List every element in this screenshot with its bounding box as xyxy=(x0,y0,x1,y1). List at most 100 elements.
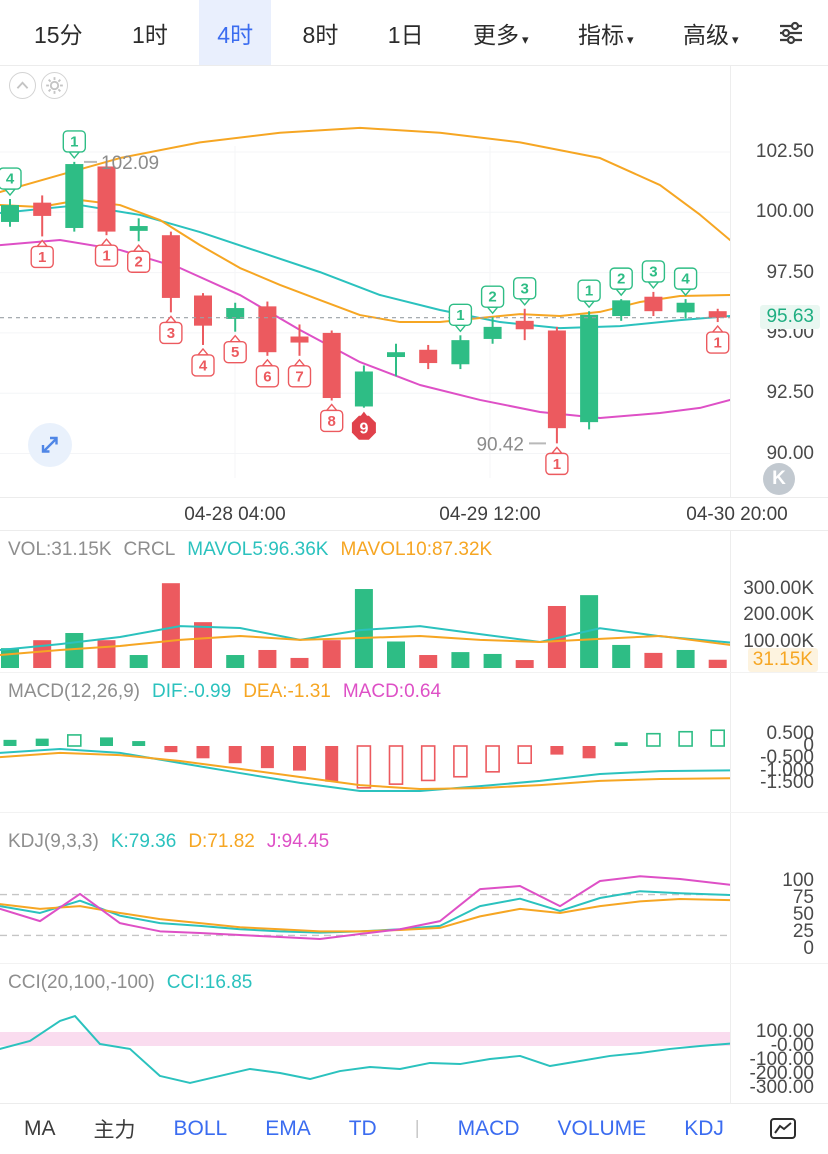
candle-body xyxy=(547,330,566,429)
axis-label: 0 xyxy=(803,735,814,756)
macd-header: MACD(12,26,9) DIF:-0.99 DEA:-1.31 MACD:0… xyxy=(8,681,441,703)
td-count: 6 xyxy=(263,368,271,385)
indicator-main-force[interactable]: 主力 xyxy=(93,1119,136,1142)
td-count: 1 xyxy=(38,249,46,266)
macd-axis: 0.500 0 -0.500 -1.000 -1.500 xyxy=(730,673,828,812)
volume-chart[interactable] xyxy=(0,531,730,672)
volume-bar xyxy=(129,655,148,668)
kdj-header: KDJ(9,3,3) K:79.36 D:71.82 J:94.45 xyxy=(8,831,329,853)
td-pointer xyxy=(164,315,178,324)
macd-bar xyxy=(485,745,500,773)
j-label: J:94.45 xyxy=(266,831,330,852)
indicator-macd[interactable]: MACD xyxy=(457,1117,520,1140)
menu-indicators-label: 指标 xyxy=(578,21,625,48)
macd-bar xyxy=(325,746,339,782)
volume-bar xyxy=(708,659,727,668)
cci-band xyxy=(0,1032,730,1046)
tab-4hour[interactable]: 4时 xyxy=(199,0,272,65)
indicator-td[interactable]: TD xyxy=(348,1117,377,1140)
axis-label: 0.500 xyxy=(766,722,814,744)
fullscreen-button[interactable] xyxy=(28,423,72,467)
macd-bar xyxy=(196,746,210,759)
candle-body xyxy=(97,166,116,232)
candle-body xyxy=(129,226,148,231)
volume-bar xyxy=(515,660,534,668)
td-pointer xyxy=(711,324,725,333)
candle-body xyxy=(483,326,502,339)
macd-bar xyxy=(3,739,17,746)
cci-chart[interactable] xyxy=(0,964,730,1104)
candle-body xyxy=(612,300,631,317)
collapse-chart-button[interactable] xyxy=(9,72,36,99)
menu-more[interactable]: 更多 ▾ xyxy=(455,0,547,65)
candle-body xyxy=(161,235,180,298)
tab-8hour[interactable]: 8时 xyxy=(302,21,339,48)
macd-bar xyxy=(550,746,564,755)
axis-label: 92.50 xyxy=(766,382,814,404)
axis-label: 0 xyxy=(803,938,814,959)
macd-bar xyxy=(100,737,113,746)
dif-line xyxy=(0,747,730,793)
time-label: 04-30 20:00 xyxy=(686,504,788,525)
td-badge xyxy=(513,277,537,300)
macd-panel: MACD(12,26,9) DIF:-0.99 DEA:-1.31 MACD:0… xyxy=(0,672,828,812)
axis-label: 90.00 xyxy=(766,442,814,464)
td-pointer xyxy=(486,306,500,315)
macd-bar xyxy=(453,745,468,778)
d-line xyxy=(0,898,730,933)
tab-1hour[interactable]: 1时 xyxy=(132,21,168,48)
td-badge xyxy=(126,250,151,273)
chart-settings-button[interactable] xyxy=(770,0,812,65)
macd-bar xyxy=(678,730,693,747)
td-pointer xyxy=(132,244,146,252)
dea-line xyxy=(0,751,730,791)
axis-label: 300.00K xyxy=(743,577,814,599)
indicator-kdj[interactable]: KDJ xyxy=(684,1117,724,1140)
menu-advanced-label: 高级 xyxy=(683,21,730,48)
indicator-ma[interactable]: MA xyxy=(24,1117,56,1140)
menu-indicators[interactable]: 指标 ▾ xyxy=(560,0,652,65)
volume-bar xyxy=(419,655,438,668)
indicator-ema[interactable]: EMA xyxy=(265,1117,311,1140)
chevron-down-icon: ▾ xyxy=(627,31,634,47)
time-label: 04-29 12:00 xyxy=(439,504,541,525)
macd-bar xyxy=(356,745,372,789)
macd-bar xyxy=(228,746,242,764)
td-count: 7 xyxy=(295,368,303,385)
axis-label: -1.500 xyxy=(760,771,814,793)
tab-15min[interactable]: 15分 xyxy=(34,21,83,48)
menu-advanced[interactable]: 高级 ▾ xyxy=(665,0,757,65)
indicator-boll[interactable]: BOLL xyxy=(173,1117,228,1140)
chevron-up-icon xyxy=(16,81,29,89)
macd-bar xyxy=(260,746,274,769)
k-period-badge: K xyxy=(763,463,795,495)
td-pointer xyxy=(453,324,467,333)
axis-label: 75 xyxy=(792,887,814,908)
time-label: 04-28 04:00 xyxy=(184,504,286,525)
low-price-label: 90.42 xyxy=(476,434,524,455)
td-badge xyxy=(159,321,183,345)
candlestick-chart[interactable]: 102.09 90.42 4 1 1 1 2 3 4 5 6 7 8 9 1 2 3 1 1 2 3 4 1 xyxy=(0,66,730,497)
candle-body xyxy=(676,302,695,313)
divider: | xyxy=(414,1118,420,1139)
candle-body xyxy=(290,336,309,343)
volume-bar xyxy=(1,648,19,668)
tab-1day[interactable]: 1日 xyxy=(387,21,424,48)
td-pointer xyxy=(196,347,210,356)
macd-value-label: MACD:0.64 xyxy=(342,681,442,702)
macd-bar xyxy=(646,732,661,747)
candle-body xyxy=(194,295,212,326)
current-volume-label: 31.15K xyxy=(747,647,818,672)
macd-chart[interactable] xyxy=(0,673,730,813)
volume-axis: 300.00K 200.00K 100.00K xyxy=(730,531,828,672)
macd-bar xyxy=(420,745,436,782)
chart-style-button[interactable] xyxy=(762,1114,804,1144)
td-badge xyxy=(609,267,633,290)
kdj-chart[interactable] xyxy=(0,813,730,964)
indicator-volume[interactable]: VOLUME xyxy=(557,1117,647,1140)
candle-body xyxy=(65,164,84,228)
volume-bar xyxy=(451,652,470,668)
dif-label: DIF:-0.99 xyxy=(152,681,232,702)
td-badge xyxy=(62,130,86,153)
chart-config-button[interactable] xyxy=(41,72,68,99)
